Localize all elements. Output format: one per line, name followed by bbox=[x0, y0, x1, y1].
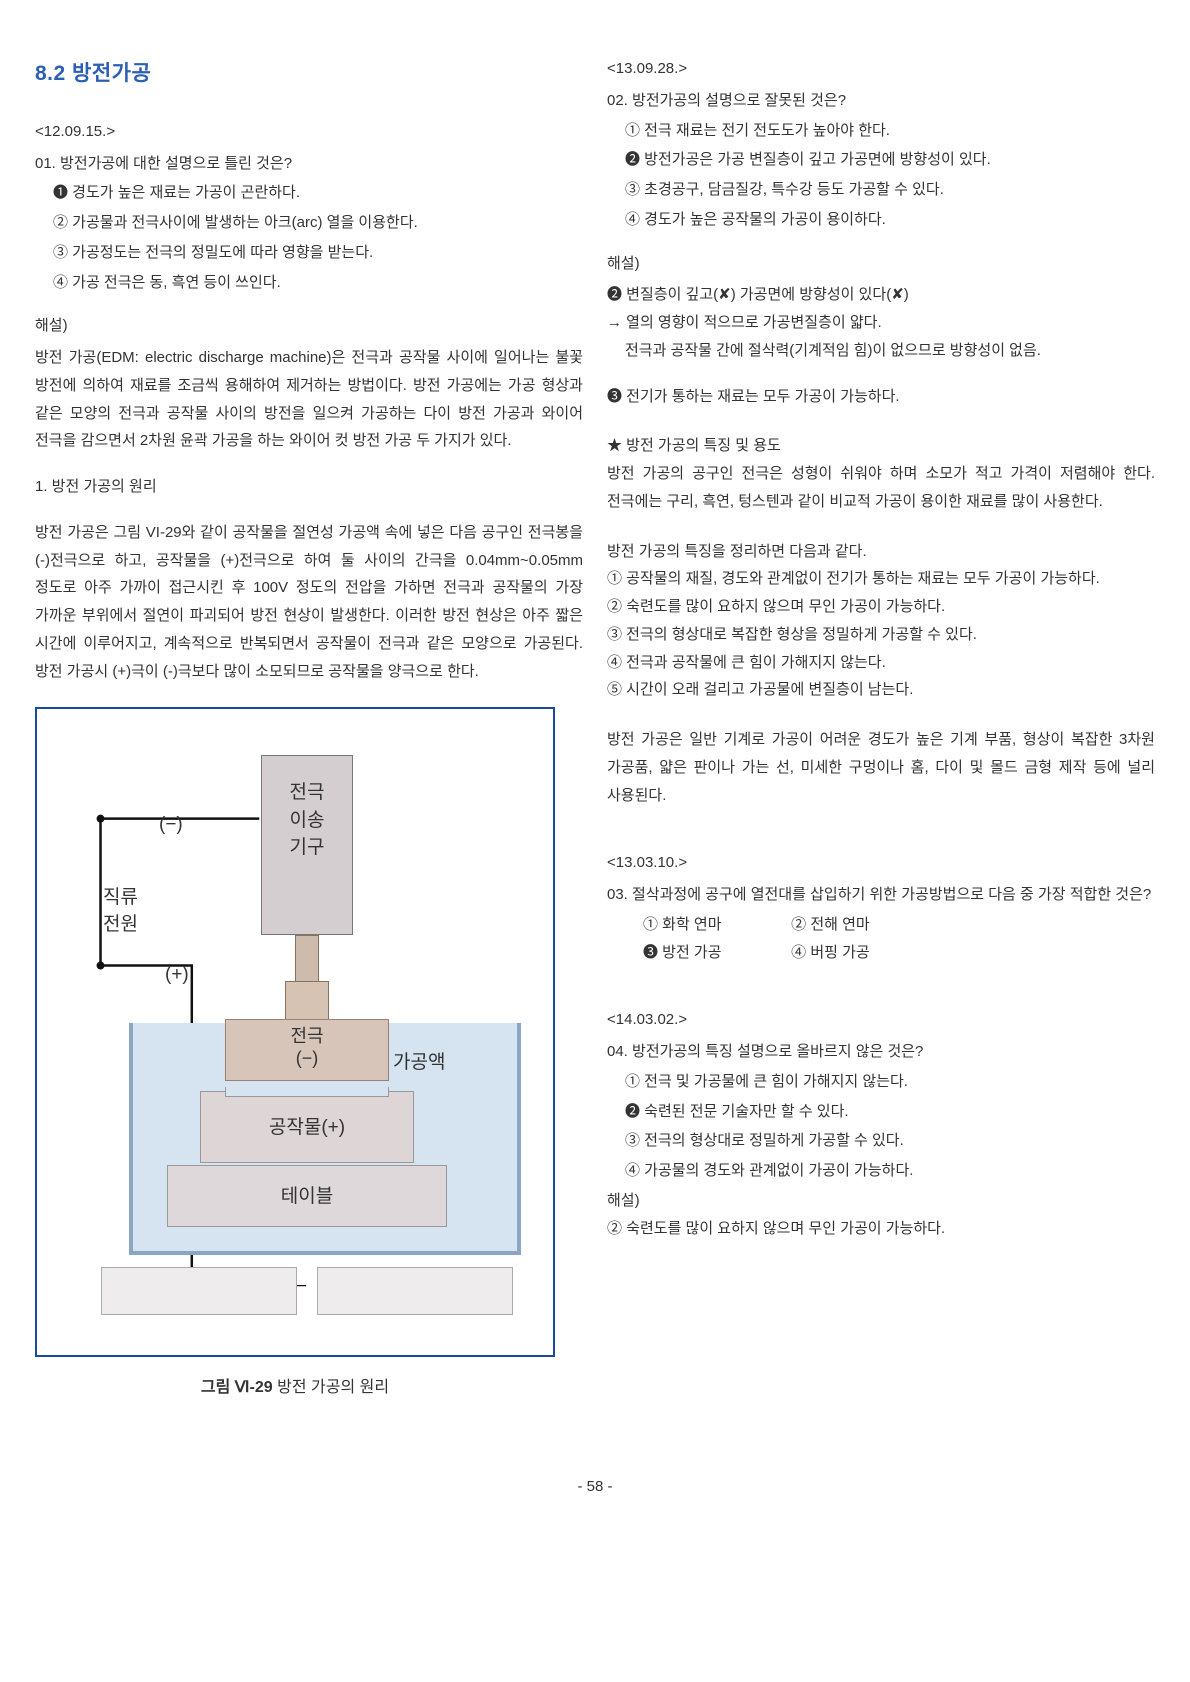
plus-label: (+) bbox=[165, 957, 189, 992]
q4-text: 04. 방전가공의 특징 설명으로 올바르지 않은 것은? bbox=[607, 1038, 1155, 1066]
explain-line-4: ❸ 전기가 통하는 재료는 모두 가공이 가능하다. bbox=[607, 383, 1155, 411]
q4-choice-3: ③ 전극의 형상대로 정밀하게 가공할 수 있다. bbox=[607, 1127, 1155, 1155]
dc-source-label: 직류전원 bbox=[103, 885, 138, 938]
left-column: 8.2 방전가공 <12.09.15.> 01. 방전가공에 대한 설명으로 틀… bbox=[35, 55, 583, 1403]
explain-line-2: → 열의 영향이 적으므로 가공변질층이 얇다. bbox=[607, 309, 1155, 337]
explain-line-3: 전극과 공작물 간에 절삭력(기계적임 힘)이 없으므로 방향성이 없음. bbox=[607, 337, 1155, 365]
electrode-stem-1 bbox=[295, 935, 319, 985]
star-para-1: 방전 가공의 공구인 전극은 성형이 쉬워야 하며 소모가 적고 가격이 저렴해… bbox=[607, 460, 1155, 516]
q1-choice-2: ② 가공물과 전극사이에 발생하는 아크(arc) 열을 이용한다. bbox=[35, 209, 583, 237]
usage-para: 방전 가공은 일반 기계로 가공이 어려운 경도가 높은 기계 부품, 형상이 … bbox=[607, 726, 1155, 809]
right-column: <13.09.28.> 02. 방전가공의 설명으로 잘못된 것은? ① 전극 … bbox=[607, 55, 1155, 1403]
subheading-1: 1. 방전 가공의 원리 bbox=[35, 473, 583, 501]
machine-table: 테이블 bbox=[167, 1165, 447, 1227]
feature-2: ② 숙련도를 많이 요하지 않으며 무인 가공이 가능하다. bbox=[607, 593, 1155, 621]
workpiece-notch bbox=[225, 1087, 389, 1097]
q3-text: 03. 절삭과정에 공구에 열전대를 삽입하기 위한 가공방법으로 다음 중 가… bbox=[607, 881, 1155, 909]
liquid-label: 가공액 bbox=[393, 1045, 445, 1080]
diagram: 직류전원 (−) (+) 전극이송기구 전극(−) 가공액 공작물(+) 테이블… bbox=[35, 707, 555, 1403]
minus-label: (−) bbox=[159, 807, 183, 842]
q2-text: 02. 방전가공의 설명으로 잘못된 것은? bbox=[607, 87, 1155, 115]
q3-choice-4: ④ 버핑 가공 bbox=[791, 939, 971, 967]
feature-4: ④ 전극과 공작물에 큰 힘이 가해지지 않는다. bbox=[607, 649, 1155, 677]
star-title: ★ 방전 가공의 특징 및 용도 bbox=[607, 432, 1155, 460]
q3-choice-1: ① 화학 연마 bbox=[607, 911, 787, 939]
q1-choice-1: ❶ 경도가 높은 재료는 가공이 곤란하다. bbox=[35, 179, 583, 207]
q3-date: <13.03.10.> bbox=[607, 849, 1155, 877]
q3-choice-2: ② 전해 연마 bbox=[791, 911, 971, 939]
workpiece: 공작물(+) bbox=[200, 1091, 414, 1163]
caption-figure-num: 그림 Ⅵ-29 bbox=[201, 1379, 273, 1396]
q1-choice-3: ③ 가공정도는 전극의 정밀도에 따라 영향을 받는다. bbox=[35, 239, 583, 267]
explain-line-1: ❷ 변질층이 깊고(✘) 가공면에 방향성이 있다(✘) bbox=[607, 281, 1155, 309]
explain2-line: ② 숙련도를 많이 요하지 않으며 무인 가공이 가능하다. bbox=[607, 1215, 1155, 1243]
q2-choice-2: ❷ 방전가공은 가공 변질층이 깊고 가공면에 방향성이 있다. bbox=[607, 146, 1155, 174]
explain-para-2: 방전 가공은 그림 VI-29와 같이 공작물을 절연성 가공액 속에 넣은 다… bbox=[35, 519, 583, 686]
diagram-caption: 그림 Ⅵ-29 방전 가공의 원리 bbox=[35, 1373, 555, 1403]
explain-label-3: 해설) bbox=[607, 1187, 1155, 1215]
page-number: - 58 - bbox=[0, 1473, 1190, 1501]
explain-label-2: 해설) bbox=[607, 250, 1155, 278]
q4-choice-4: ④ 가공물의 경도와 관계없이 가공이 가능하다. bbox=[607, 1157, 1155, 1185]
q4-date: <14.03.02.> bbox=[607, 1006, 1155, 1034]
explain-para-1: 방전 가공(EDM: electric discharge machine)은 … bbox=[35, 344, 583, 455]
caption-text: 방전 가공의 원리 bbox=[273, 1379, 389, 1396]
base-block-right bbox=[317, 1267, 513, 1315]
base-block-left bbox=[101, 1267, 297, 1315]
q4-choice-2: ❷ 숙련된 전문 기술자만 할 수 있다. bbox=[607, 1098, 1155, 1126]
q1-choice-4: ④ 가공 전극은 동, 흑연 등이 쓰인다. bbox=[35, 269, 583, 297]
features-intro: 방전 가공의 특징을 정리하면 다음과 같다. bbox=[607, 538, 1155, 566]
feature-1: ① 공작물의 재질, 경도와 관계없이 전기가 통하는 재료는 모두 가공이 가… bbox=[607, 565, 1155, 593]
q1-text: 01. 방전가공에 대한 설명으로 틀린 것은? bbox=[35, 150, 583, 178]
q2-choice-3: ③ 초경공구, 담금질강, 특수강 등도 가공할 수 있다. bbox=[607, 176, 1155, 204]
q3-choice-3: ❸ 방전 가공 bbox=[607, 939, 787, 967]
feed-label: 전극이송기구 bbox=[249, 779, 365, 862]
electrode-stem-2 bbox=[285, 981, 329, 1023]
diagram-box: 직류전원 (−) (+) 전극이송기구 전극(−) 가공액 공작물(+) 테이블 bbox=[35, 707, 555, 1357]
q2-date: <13.09.28.> bbox=[607, 55, 1155, 83]
section-title: 8.2 방전가공 bbox=[35, 55, 583, 94]
explain-label: 해설) bbox=[35, 312, 583, 340]
q2-choice-1: ① 전극 재료는 전기 전도도가 높아야 한다. bbox=[607, 117, 1155, 145]
feature-5: ⑤ 시간이 오래 걸리고 가공물에 변질층이 남는다. bbox=[607, 676, 1155, 704]
q1-date: <12.09.15.> bbox=[35, 118, 583, 146]
q4-choice-1: ① 전극 및 가공물에 큰 힘이 가해지지 않는다. bbox=[607, 1068, 1155, 1096]
q2-choice-4: ④ 경도가 높은 공작물의 가공이 용이하다. bbox=[607, 206, 1155, 234]
electrode-block: 전극(−) bbox=[225, 1019, 389, 1081]
feature-3: ③ 전극의 형상대로 복잡한 형상을 정밀하게 가공할 수 있다. bbox=[607, 621, 1155, 649]
